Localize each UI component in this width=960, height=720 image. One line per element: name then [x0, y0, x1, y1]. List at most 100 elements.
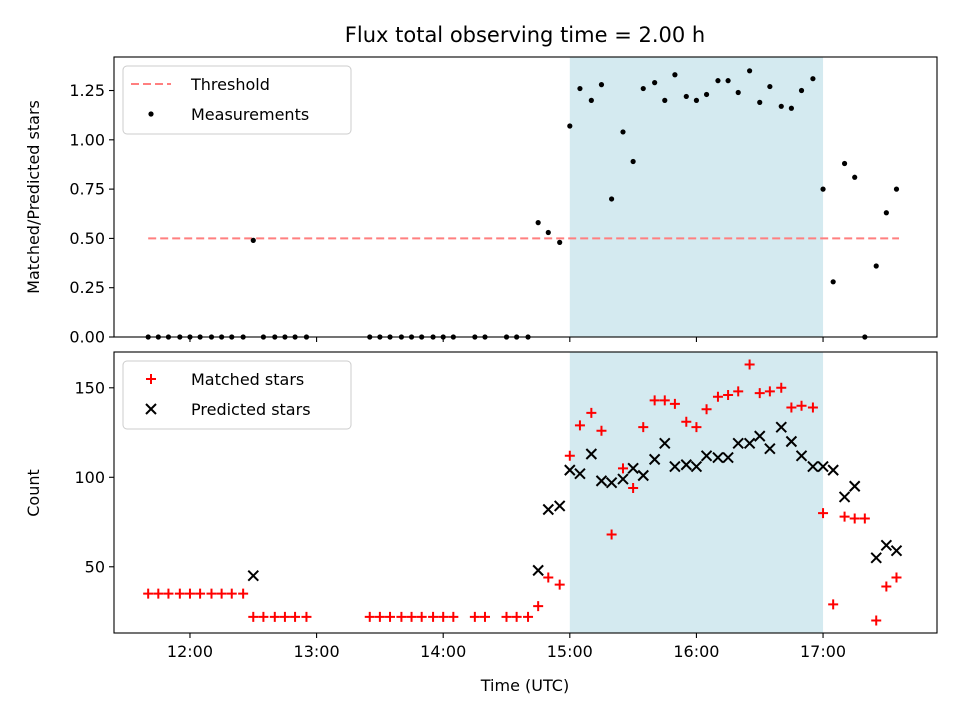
plus-marker-series-0-15 — [301, 611, 312, 622]
dot-marker-series-0-34 — [577, 85, 583, 92]
legend-swatch — [148, 111, 154, 117]
plus-marker-series-0-42 — [659, 395, 670, 406]
plus-marker-series-0-31 — [543, 572, 554, 583]
dot-marker-series-0-57 — [820, 186, 826, 192]
dot-marker-series-0-37 — [608, 196, 615, 202]
x-marker-series-1-8 — [605, 476, 618, 489]
dot-marker-series-0-60 — [852, 174, 858, 180]
plus-marker-series-0-11 — [258, 611, 269, 622]
dot-marker-series-0-42 — [662, 97, 668, 103]
dot-marker-series-0-33 — [567, 123, 573, 129]
plus-marker-series-0-40 — [638, 422, 649, 433]
plus-marker-series-0-53 — [776, 382, 787, 393]
plus-marker-series-0-13 — [279, 611, 290, 622]
x-marker-series-1-9 — [617, 473, 629, 485]
x-marker-series-1-5 — [574, 467, 586, 480]
x-marker-series-1-29 — [827, 464, 839, 476]
plus-marker-series-0-30 — [533, 601, 544, 612]
plus-marker-series-0-57 — [818, 508, 829, 519]
plus-marker-series-0-19 — [396, 611, 407, 622]
y-tick-label: 50 — [85, 557, 105, 576]
y-tick-label: 1.00 — [69, 130, 105, 149]
x-tick-label: 16:00 — [673, 642, 719, 661]
plus-marker-series-0-28 — [511, 611, 522, 622]
dot-marker-series-0-50 — [747, 68, 753, 74]
x-marker-series-1-3 — [553, 500, 566, 512]
x-marker-series-1-12 — [648, 453, 661, 466]
plus-marker-series-0-25 — [469, 611, 480, 622]
plus-marker-series-0-50 — [744, 359, 755, 370]
plus-marker-series-0-36 — [596, 425, 607, 436]
y-tick-label: 1.25 — [69, 81, 105, 100]
plus-marker-series-0-32 — [554, 579, 565, 590]
legend: Threshold Measurements — [122, 65, 352, 135]
plus-marker-series-0-23 — [438, 611, 449, 622]
x-marker-series-1-32 — [870, 552, 882, 564]
plus-marker-series-0-55 — [796, 400, 807, 411]
plus-marker-series-0-39 — [628, 483, 639, 494]
plus-marker-series-0-59 — [839, 511, 850, 522]
dot-marker-series-0-36 — [598, 82, 605, 88]
y-tick-label: 0.25 — [69, 278, 105, 297]
plus-marker-series-0-24 — [448, 611, 459, 622]
legend-label: Matched stars — [191, 370, 304, 389]
x-marker-series-1-24 — [775, 421, 787, 433]
x-axis-label: Time (UTC) — [480, 676, 569, 695]
plus-marker-series-0-58 — [828, 599, 839, 610]
x-marker-series-1-11 — [637, 469, 649, 482]
dot-marker-series-0-45 — [693, 97, 700, 103]
legend-box — [122, 65, 352, 135]
x-marker-series-1-16 — [690, 460, 703, 473]
x-tick-label: 13:00 — [294, 642, 340, 661]
dot-marker-series-0-59 — [841, 160, 848, 167]
x-marker-series-1-20 — [732, 437, 744, 449]
bottom-y-axis-label: Count — [24, 469, 43, 517]
dot-marker-series-0-62 — [873, 263, 879, 269]
dot-marker-series-0-43 — [672, 72, 678, 78]
dot-marker-series-0-49 — [735, 89, 741, 96]
plus-marker-series-0-52 — [764, 386, 775, 397]
plus-marker-series-0-18 — [385, 611, 396, 622]
x-marker-series-1-23 — [764, 442, 776, 455]
dot-marker-series-0-56 — [810, 76, 816, 82]
dot-marker-series-0-54 — [788, 105, 794, 111]
x-marker-series-1-21 — [743, 437, 756, 449]
plus-marker-series-0-35 — [586, 407, 597, 418]
plus-marker-series-0-17 — [374, 611, 385, 622]
plus-marker-series-0-16 — [364, 611, 375, 622]
plus-marker-series-0-21 — [416, 611, 427, 622]
plus-marker-series-0-62 — [871, 615, 882, 626]
top-y-axis-label: Matched/Predicted stars — [24, 100, 43, 294]
x-marker-series-1-14 — [669, 460, 681, 473]
dot-marker-series-0-39 — [630, 158, 636, 165]
axes-frame — [113, 351, 938, 634]
plus-marker-series-0-51 — [754, 388, 765, 399]
plus-marker-series-0-7 — [216, 588, 227, 599]
plus-marker-series-0-56 — [807, 402, 818, 413]
plus-marker-series-0-14 — [290, 611, 301, 622]
x-marker-series-1-13 — [659, 437, 671, 449]
dot-marker-series-0-44 — [683, 93, 689, 100]
plus-marker-series-0-54 — [786, 402, 797, 413]
dot-marker-series-0-63 — [883, 210, 889, 216]
y-tick-label: 0.50 — [69, 229, 105, 248]
dot-marker-series-0-38 — [620, 129, 626, 135]
plus-marker-series-0-5 — [195, 588, 206, 599]
y-tick-label: 0.75 — [69, 180, 105, 199]
x-marker-series-1-6 — [585, 448, 598, 460]
plus-marker-series-0-47 — [712, 391, 723, 402]
legend-label: Measurements — [191, 105, 309, 124]
plus-marker-series-0-34 — [574, 420, 585, 431]
plus-marker-series-0-61 — [859, 513, 870, 524]
dot-marker-series-0-46 — [703, 91, 710, 98]
dot-marker-series-0-58 — [830, 279, 836, 285]
x-marker-series-1-10 — [627, 462, 639, 475]
x-marker-series-1-7 — [595, 475, 608, 487]
observing-window-highlight — [569, 352, 824, 633]
plus-marker-series-0-8 — [226, 588, 237, 599]
bottom-panel: 50 100 150 12:00 13:00 14:00 15:00 16:00 17:00 Ma… — [74, 351, 938, 661]
x-marker-series-1-0 — [247, 570, 259, 582]
dot-marker-series-0-55 — [798, 87, 805, 94]
plus-marker-series-0-20 — [406, 611, 417, 622]
